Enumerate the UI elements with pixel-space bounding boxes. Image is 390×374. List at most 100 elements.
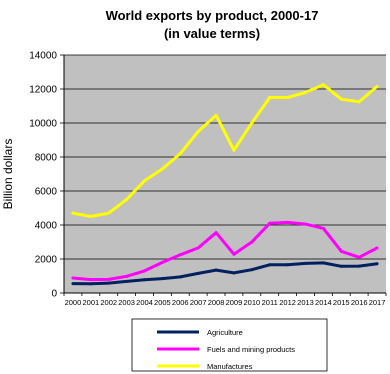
- x-tick-label: 2003: [118, 298, 135, 307]
- data-point: [250, 268, 254, 272]
- data-point: [375, 246, 379, 250]
- data-point: [304, 90, 307, 94]
- legend: Agriculture Fuels and mining products Manu…: [131, 318, 328, 372]
- data-point: [268, 221, 272, 225]
- y-axis-ticks: 0 2000 4000 6000 8000 10000 12000 14000: [29, 51, 64, 300]
- data-point: [232, 148, 236, 152]
- y-tick-label: 10000: [29, 119, 57, 130]
- data-point: [89, 282, 93, 286]
- y-tick-label: 12000: [29, 85, 57, 96]
- data-point: [250, 240, 254, 244]
- legend-label: Manufactures: [207, 362, 253, 371]
- data-point: [196, 246, 200, 250]
- x-tick-label: 2013: [297, 298, 314, 307]
- data-point: [268, 96, 272, 99]
- data-point: [196, 130, 200, 133]
- data-point: [357, 264, 361, 268]
- legend-label: Agriculture: [207, 328, 243, 337]
- y-tick-label: 4000: [35, 221, 58, 232]
- data-point: [321, 226, 325, 230]
- x-tick-label: 2008: [208, 298, 225, 307]
- data-point: [286, 96, 290, 99]
- y-tick-label: 0: [51, 289, 57, 300]
- x-tick-label: 2017: [369, 298, 386, 307]
- x-tick-label: 2012: [279, 298, 296, 307]
- data-point: [304, 261, 307, 265]
- x-tick-label: 2007: [190, 298, 207, 307]
- data-point: [286, 263, 290, 267]
- x-tick-label: 2001: [82, 298, 99, 307]
- legend-label: Fuels and mining products: [207, 345, 295, 354]
- data-point: [107, 211, 111, 215]
- series-line: [72, 83, 379, 218]
- data-point: [107, 281, 111, 285]
- series-manufactures: [71, 83, 379, 218]
- data-point: [375, 84, 379, 88]
- data-point: [286, 220, 290, 224]
- data-point: [214, 268, 218, 272]
- data-point: [107, 277, 111, 281]
- series-line: [72, 220, 378, 282]
- chart-subtitle: (in value terms): [164, 26, 260, 41]
- data-point: [89, 278, 93, 282]
- data-point: [232, 252, 236, 256]
- data-point: [178, 152, 182, 156]
- data-point: [178, 253, 182, 257]
- gridlines: [64, 54, 386, 260]
- y-tick-label: 8000: [35, 153, 58, 164]
- x-tick-label: 2005: [154, 298, 171, 307]
- data-point: [143, 179, 146, 183]
- series-agriculture: [71, 261, 379, 286]
- data-point: [268, 263, 272, 267]
- data-point: [214, 231, 218, 235]
- x-tick-label: 2000: [65, 298, 82, 307]
- data-point: [375, 262, 379, 266]
- data-point: [196, 271, 200, 275]
- x-tick-label: 2006: [172, 298, 189, 307]
- data-point: [71, 211, 75, 215]
- x-tick-label: 2002: [100, 298, 117, 307]
- x-tick-label: 2014: [315, 298, 332, 307]
- data-point: [321, 261, 325, 265]
- data-point: [71, 282, 75, 286]
- series-fuels-and-mining-products: [71, 220, 379, 282]
- data-point: [71, 276, 75, 280]
- x-tick-label: 2015: [333, 298, 350, 307]
- data-point: [125, 279, 129, 283]
- data-point: [339, 97, 343, 101]
- data-point: [160, 277, 164, 281]
- data-point: [160, 260, 164, 264]
- data-point: [250, 121, 254, 125]
- data-point: [178, 275, 182, 279]
- data-point: [321, 83, 325, 87]
- data-point: [125, 274, 129, 278]
- data-point: [304, 222, 307, 226]
- data-point: [232, 271, 236, 275]
- data-point: [214, 113, 218, 117]
- data-point: [339, 264, 343, 268]
- chart-title: World exports by product, 2000-17: [106, 8, 319, 23]
- x-tick-label: 2011: [262, 298, 278, 307]
- series-line: [72, 261, 378, 286]
- x-tick-label: 2004: [136, 298, 153, 307]
- plot-area: [64, 55, 386, 293]
- data-point: [357, 255, 361, 259]
- data-point: [339, 249, 343, 253]
- x-tick-label: 2016: [351, 298, 368, 307]
- data-point: [143, 269, 146, 273]
- series-lines: [71, 83, 379, 286]
- y-tick-label: 6000: [35, 187, 58, 198]
- x-axis-ticks: 2000 2001 2002 2003 2004 2005 2006 2007 2008 2009…: [63, 293, 387, 307]
- x-tick-label: 2009: [226, 298, 243, 307]
- data-point: [89, 215, 93, 218]
- data-point: [143, 278, 146, 282]
- y-tick-label: 14000: [29, 51, 57, 62]
- data-point: [160, 167, 164, 171]
- y-axis-label: Billion dollars: [1, 139, 15, 210]
- x-tick-label: 2010: [243, 298, 260, 307]
- data-point: [125, 198, 129, 201]
- y-tick-label: 2000: [35, 255, 58, 266]
- legend-box: [131, 318, 328, 372]
- data-point: [357, 100, 361, 104]
